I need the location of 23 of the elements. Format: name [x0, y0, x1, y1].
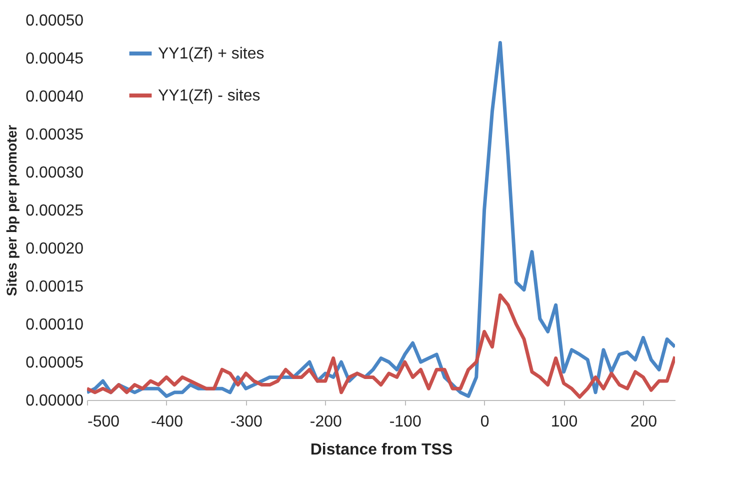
- y-tick-label: 0.00015: [26, 278, 84, 296]
- y-tick-label: 0.00050: [26, 12, 84, 30]
- x-tick-label: -500: [88, 414, 120, 430]
- y-tick-label: 0.00035: [26, 126, 84, 144]
- x-tick-label: -200: [310, 414, 342, 430]
- x-tick-label: 0: [480, 414, 490, 430]
- y-tick-label: 0.00040: [26, 88, 84, 106]
- y-tick-label: 0.00010: [26, 316, 84, 334]
- x-tick-label: 100: [550, 414, 578, 430]
- y-tick-label: 0.00005: [26, 354, 84, 372]
- legend-label: YY1(Zf) - sites: [158, 88, 260, 104]
- x-tick-label: -400: [150, 414, 184, 430]
- y-tick-label: 0.00000: [26, 392, 84, 410]
- y-tick-label: 0.00030: [26, 164, 84, 182]
- x-tick-label: -300: [230, 414, 263, 430]
- x-axis-title: Distance from TSS: [310, 442, 453, 458]
- y-tick-label: 0.00045: [26, 50, 84, 68]
- legend-label: YY1(Zf) + sites: [158, 46, 264, 62]
- y-tick-label: 0.00020: [26, 240, 84, 258]
- y-tick-label: 0.00025: [26, 202, 84, 220]
- x-tick-label: 200: [630, 414, 658, 430]
- x-tick-label: -100: [389, 414, 422, 430]
- y-axis-title: Sites per bp per promoter: [4, 124, 20, 296]
